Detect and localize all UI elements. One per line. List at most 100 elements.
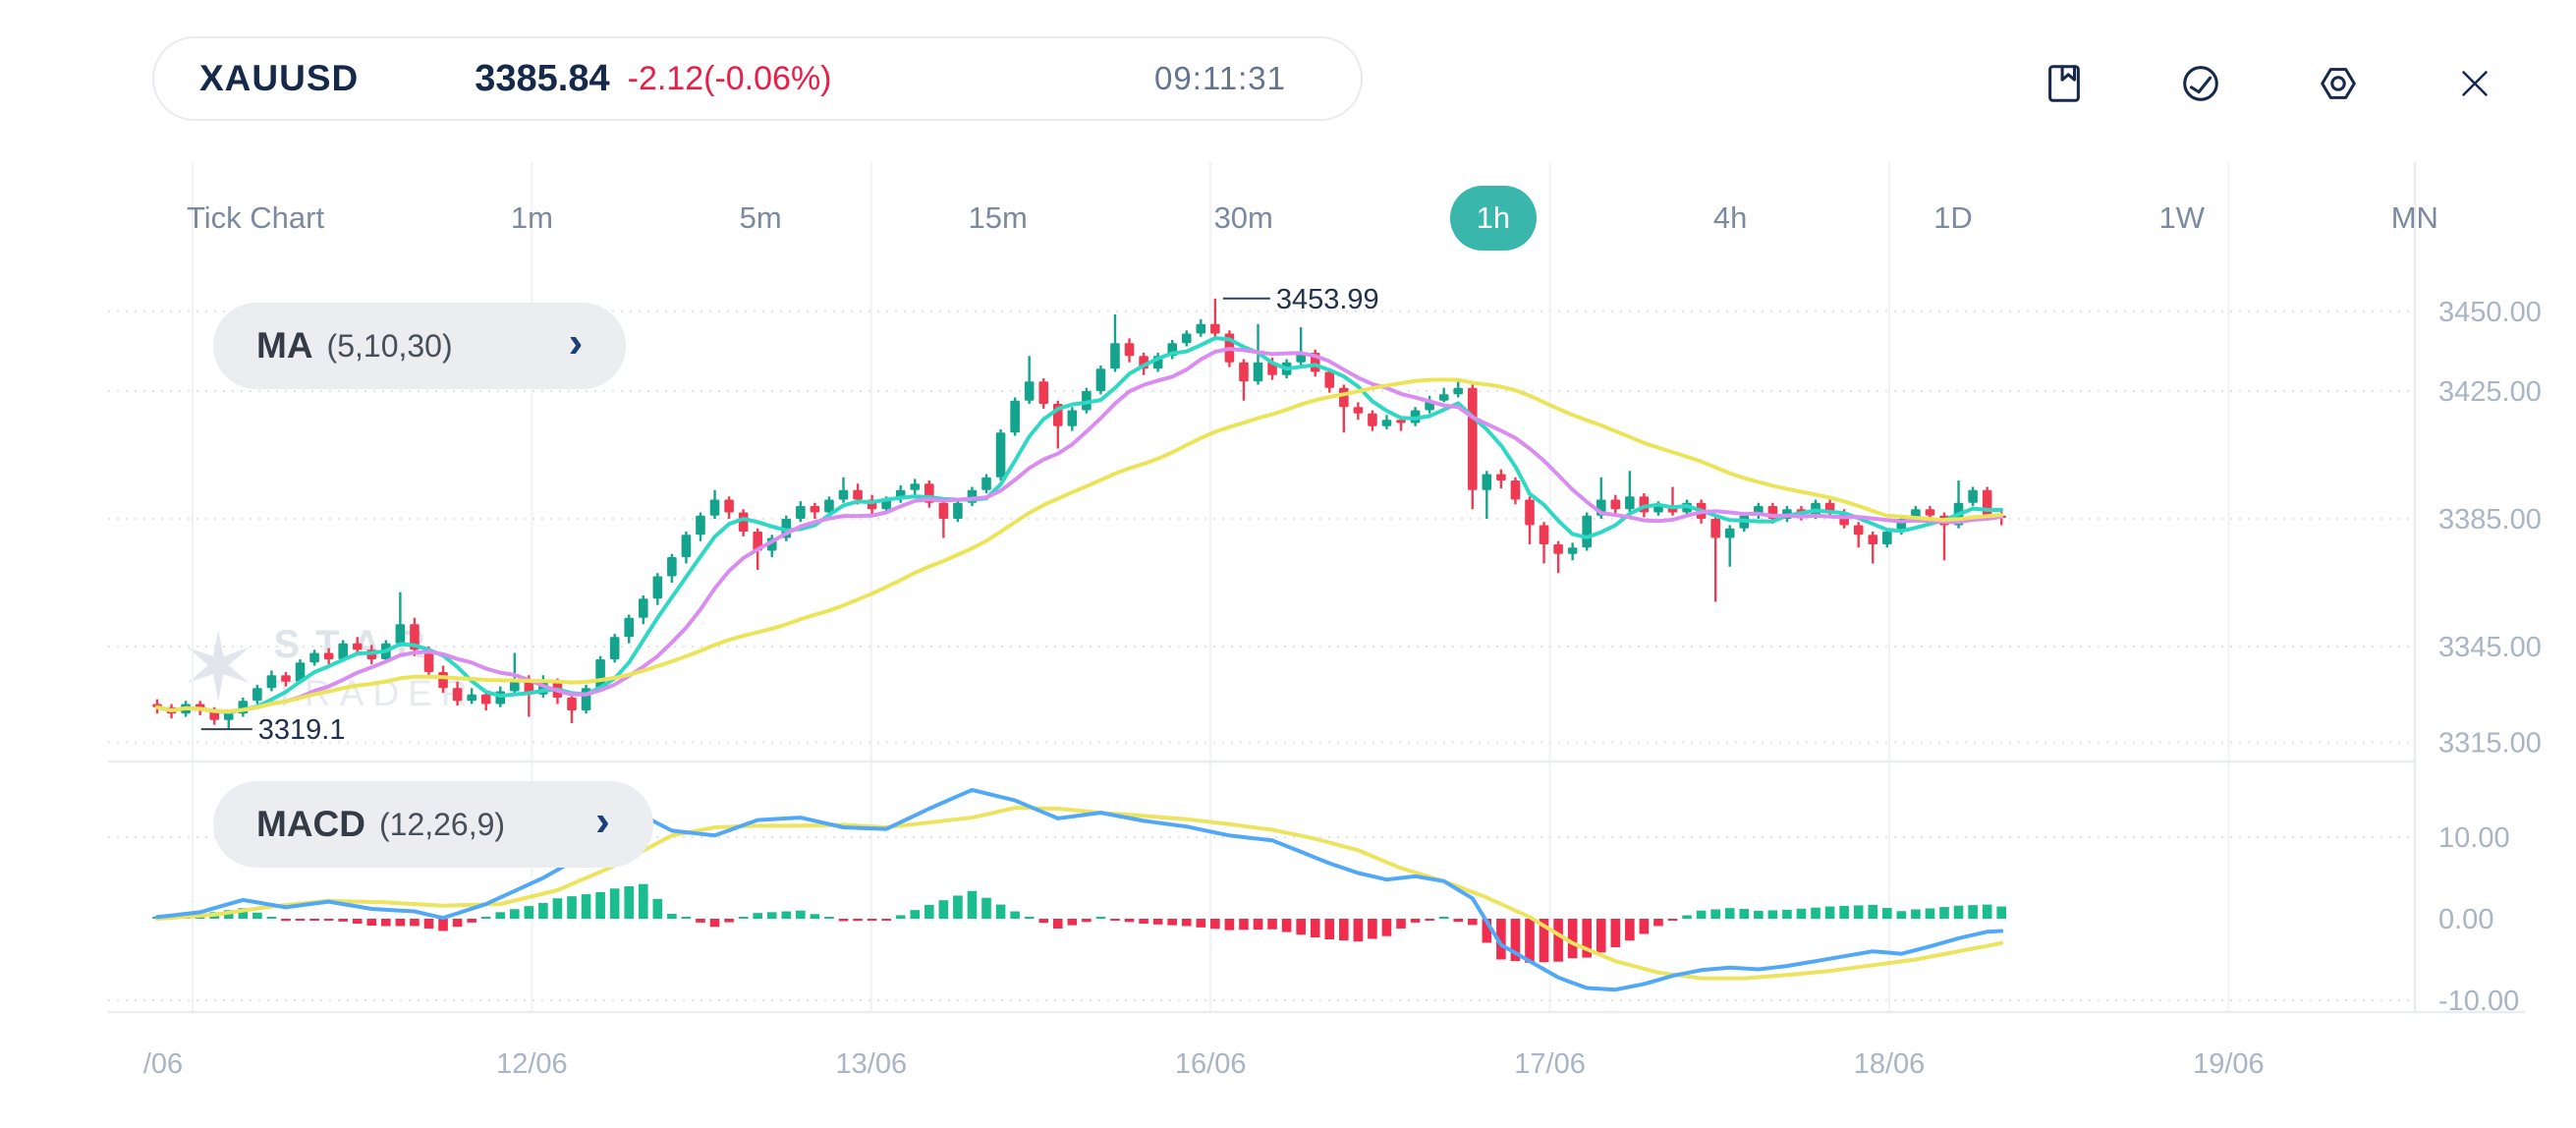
candle-body [323,652,334,659]
candle-body [1438,394,1449,401]
macd-histogram-bar [1510,919,1521,962]
candle-body [1582,515,1592,548]
candle-body [638,598,648,618]
candle-body [567,698,577,710]
macd-histogram-bar [1696,910,1707,919]
macd-histogram-bar [1710,909,1720,919]
candle-body [1239,362,1249,382]
candle-body [1467,387,1478,490]
macd-histogram-bar [323,919,334,921]
macd-indicator-name: MACD [256,804,365,844]
macd-histogram-bar [1368,919,1377,939]
candle-body [1396,420,1406,423]
candle-body [667,557,677,577]
quote-header: XAUUSD 3385.84 -2.12(-0.06%) 09:11:31 [152,36,1363,121]
candle-body [938,502,949,519]
macd-histogram-bar [1896,911,1907,919]
macd-histogram-bar [753,913,762,919]
macd-histogram-bar [1853,905,1864,919]
macd-histogram-bar [1982,904,1992,919]
macd-axis-label: 10.00 [2438,822,2510,854]
macd-histogram-bar [452,919,463,928]
macd-histogram-bar [1281,919,1292,932]
macd-histogram-bar [1653,919,1663,927]
macd-histogram-bar [667,914,677,919]
tab-30m[interactable]: 30m [1204,187,1283,250]
macd-histogram-bar [338,919,348,922]
macd-histogram-bar [953,895,963,919]
tab-1h[interactable]: 1h [1449,186,1538,251]
macd-histogram-bar [1682,915,1692,919]
macd-histogram-bar [1567,919,1578,959]
macd-histogram-bar [238,908,249,919]
tab-1w[interactable]: 1W [2149,187,2214,250]
candle-body [1925,509,1935,516]
macd-histogram-bar [1139,919,1148,924]
candle-body [1196,323,1206,334]
candle-body [1253,362,1263,382]
candle-body [1610,499,1621,510]
candle-body [810,506,820,513]
candle-body [1868,535,1878,544]
candle-body [1381,420,1392,426]
tab-mn[interactable]: MN [2381,187,2448,250]
macd-indicator-button[interactable]: MACD (12,26,9) › [213,781,653,868]
ma-indicator-name: MA [256,325,313,366]
indicators-button[interactable] [2175,58,2226,109]
macd-histogram-bar [1996,906,2007,919]
x-axis-label: 18/06 [1854,1048,1926,1080]
macd-histogram-bar [1639,919,1650,934]
bookmark-button[interactable] [2039,58,2090,109]
price-axis-label: 3315.00 [2438,728,2542,760]
candle-body [1881,532,1892,544]
close-button[interactable] [2449,58,2500,109]
macd-histogram-bar [1024,917,1035,919]
macd-histogram-bar [1453,919,1464,923]
tab-4h[interactable]: 4h [1704,187,1757,250]
macd-histogram-bar [924,904,934,919]
macd-histogram-bar [796,910,806,919]
candle-body [1124,343,1135,357]
macd-histogram-bar [1767,910,1778,919]
candle-body [423,649,434,672]
trend-circle-icon [2183,66,2219,101]
candle-body [252,688,262,702]
settings-button[interactable] [2313,58,2364,109]
tab-1d[interactable]: 1D [1924,187,1983,250]
macd-histogram-bar [1324,919,1335,940]
x-axis-label: 13/06 [836,1048,908,1080]
chart-toolbar [2039,51,2500,116]
macd-histogram-bar [624,886,635,919]
tab-tick-chart[interactable]: Tick Chart [177,187,334,250]
candle-body [1625,496,1635,510]
macd-histogram-bar [1038,919,1049,924]
candle-body [853,489,863,500]
candle-body [452,688,463,702]
candle-body [910,483,921,490]
macd-histogram-bar [766,912,777,919]
candle-body [1525,499,1535,526]
macd-histogram-bar [395,919,406,927]
macd-histogram-bar [410,919,420,927]
macd-histogram-bar [252,912,262,919]
candle-body [696,515,705,536]
candle-body [1324,371,1335,388]
quote-time: 09:11:31 [1153,60,1286,96]
candle-body [438,672,448,689]
macd-histogram-bar [1925,908,1935,919]
candle-body [266,675,277,689]
x-axis-label: 16/06 [1175,1048,1247,1080]
macd-histogram-bar [1754,910,1764,919]
tab-5m[interactable]: 5m [730,187,792,250]
macd-histogram-bar [1253,919,1263,931]
macd-histogram-bar [881,919,891,921]
candle-body [1181,333,1192,344]
macd-histogram-bar [381,919,391,927]
tab-15m[interactable]: 15m [959,187,1037,250]
candle-body [295,662,306,682]
tab-1m[interactable]: 1m [501,187,563,250]
macd-histogram-bar [1625,919,1635,941]
macd-histogram-bar [696,919,705,923]
ma-indicator-button[interactable]: MA (5,10,30) › [213,303,627,389]
